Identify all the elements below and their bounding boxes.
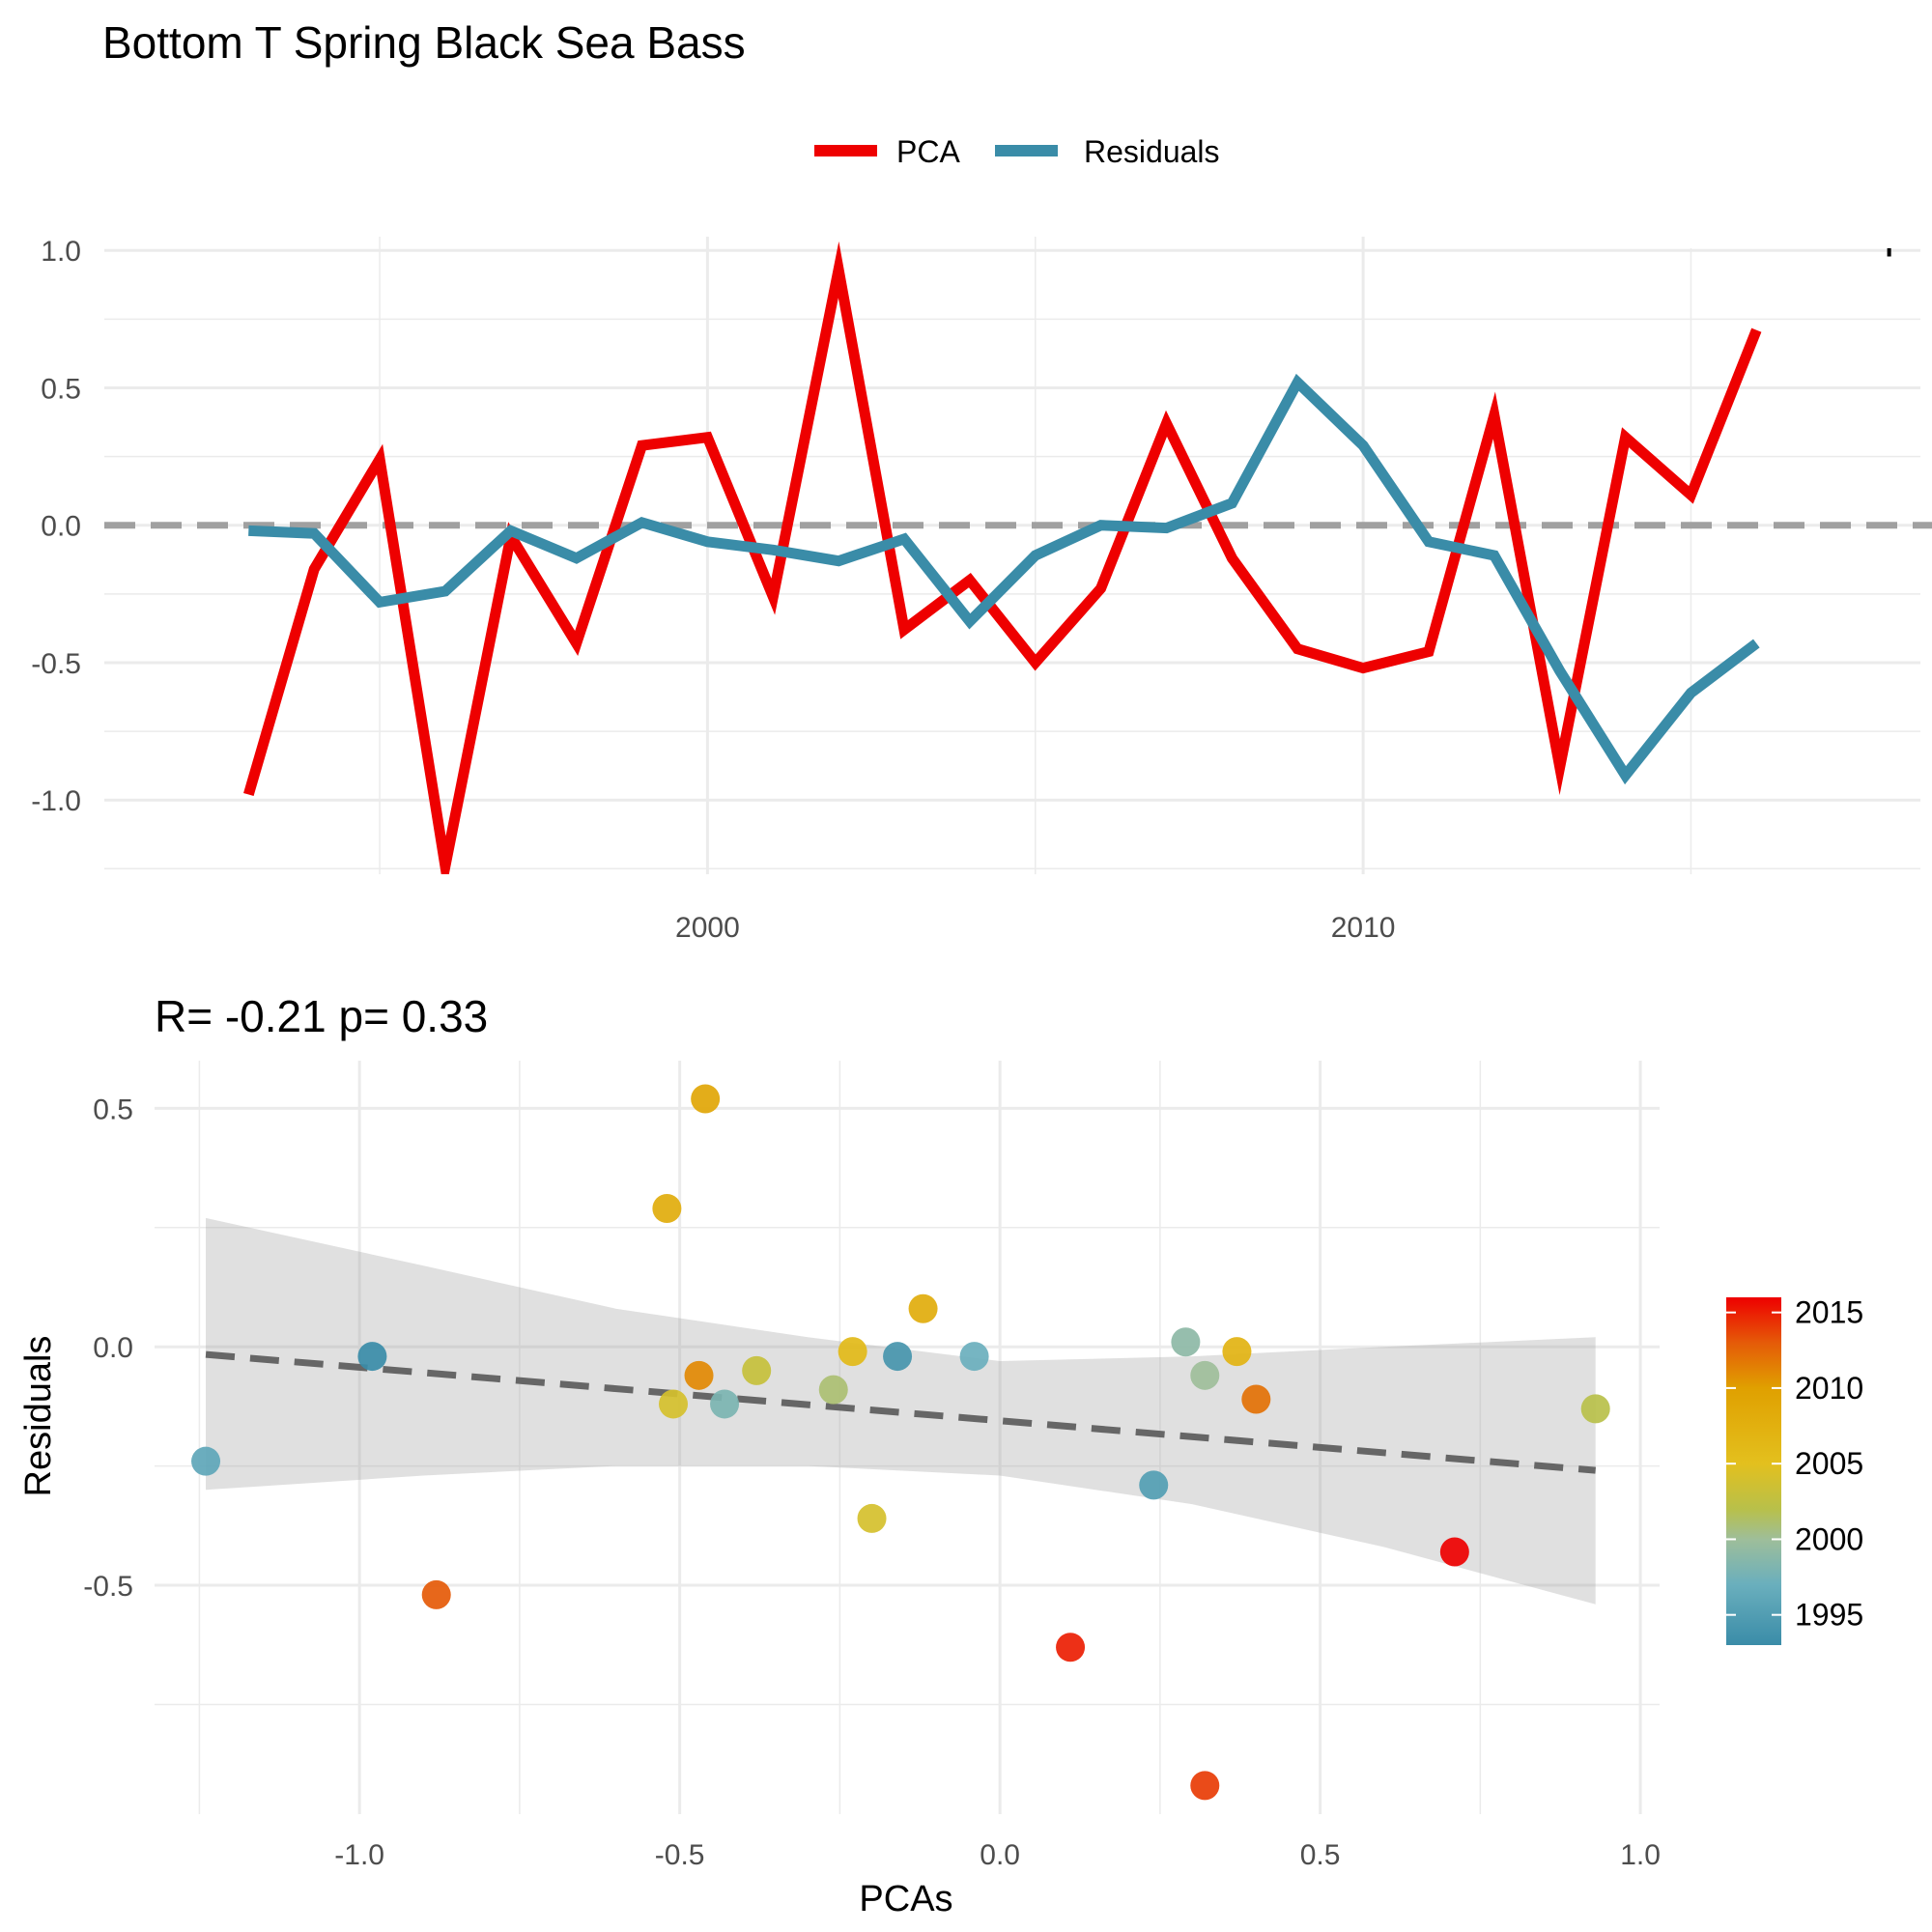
scatter-point: [659, 1389, 689, 1419]
correlation-subtitle: R= -0.21 p= 0.33: [155, 991, 488, 1041]
confidence-band-area: [206, 1217, 1596, 1605]
x-tick-label: 0.5: [1300, 1839, 1341, 1871]
scatter-point: [959, 1342, 989, 1372]
scatter-point: [908, 1293, 938, 1323]
colorbar-tick-label: 1995: [1795, 1598, 1863, 1633]
scatter-y-tick-labels: 0.5 0.0 -0.5: [83, 1094, 133, 1603]
scatter-point: [1139, 1470, 1169, 1500]
time-series-x-tick-labels: 2000 2010: [675, 912, 1395, 944]
trend-line: [205, 1350, 1596, 1474]
colorbar-tick-label: 2010: [1795, 1371, 1863, 1406]
y-tick-label: -1.0: [31, 785, 81, 817]
confidence-band: [206, 1217, 1596, 1605]
scatter-point: [838, 1337, 867, 1367]
scatter-point: [1580, 1394, 1610, 1424]
scatter-point: [652, 1194, 682, 1224]
scatter-point: [684, 1360, 714, 1390]
series-line-residuals: [248, 373, 1760, 785]
y-tick-label: 1.0: [41, 236, 81, 268]
y-axis-title: Residuals: [18, 1336, 59, 1497]
chart-title: Bottom T Spring Black Sea Bass: [102, 17, 746, 68]
time-series-lines: [243, 241, 1762, 874]
x-tick-label: 0.0: [980, 1839, 1020, 1871]
colorbar-tick-label: 2015: [1795, 1295, 1863, 1330]
scatter-point: [1222, 1337, 1252, 1367]
scatter-point: [191, 1446, 221, 1476]
x-tick-label: 1.0: [1620, 1839, 1661, 1871]
series-line-pca: [243, 241, 1762, 874]
scatter-point: [1241, 1384, 1271, 1414]
colorbar-ticks: 2015 2010 2005 2000 1995: [1726, 1295, 1863, 1633]
scatter-point: [883, 1342, 913, 1372]
scatter-x-tick-labels: -1.0 -0.5 0.0 0.5 1.0: [334, 1839, 1661, 1871]
scatter-point: [1190, 1360, 1220, 1390]
scatter-panel: R= -0.21 p= 0.33 0.50.0-0.5 -1.0 -0.5 0.0 0…: [18, 991, 1863, 1919]
x-tick-label: -0.5: [655, 1839, 705, 1871]
legend: PCA Residuals: [814, 134, 1220, 169]
x-tick-label: -1.0: [334, 1839, 384, 1871]
scatter-point: [1190, 1771, 1220, 1801]
colorbar-tick-label: 2000: [1795, 1521, 1863, 1556]
y-tick-label: -0.5: [83, 1571, 133, 1603]
legend-label-residuals: Residuals: [1084, 134, 1220, 169]
scatter-point: [357, 1342, 387, 1372]
time-series-y-tick-labels: 1.0 0.5 0.0 -0.5 -1.0: [31, 236, 81, 817]
scatter-points: [191, 1084, 1610, 1801]
x-axis-title: PCAs: [859, 1879, 952, 1919]
colorbar-tick-label: 2005: [1795, 1446, 1863, 1481]
y-tick-label: 0.0: [41, 511, 81, 543]
x-tick-label: 2000: [675, 912, 740, 944]
scatter-point: [1439, 1537, 1469, 1567]
y-tick-label: 0.0: [93, 1332, 133, 1364]
scatter-point: [742, 1355, 772, 1385]
y-tick-label: 0.5: [93, 1094, 133, 1125]
scatter-point: [691, 1084, 721, 1114]
trend-dashed-line: [205, 1350, 1596, 1474]
scatter-point: [710, 1389, 740, 1419]
scatter-point: [857, 1503, 887, 1533]
year-colorbar: 2015 2010 2005 2000 1995: [1726, 1295, 1863, 1645]
colorbar-gradient: [1726, 1297, 1781, 1645]
scatter-point: [1056, 1633, 1086, 1662]
time-series-gridlines: [104, 237, 1920, 874]
scatter-point: [818, 1375, 848, 1405]
scatter-gridlines: [155, 1061, 1660, 1814]
legend-label-pca: PCA: [896, 134, 960, 169]
scatter-point: [1171, 1327, 1201, 1357]
y-tick-label: -0.5: [31, 648, 81, 680]
x-tick-label: 2010: [1331, 912, 1396, 944]
y-tick-label: 0.5: [41, 373, 81, 405]
scatter-point: [421, 1579, 451, 1609]
